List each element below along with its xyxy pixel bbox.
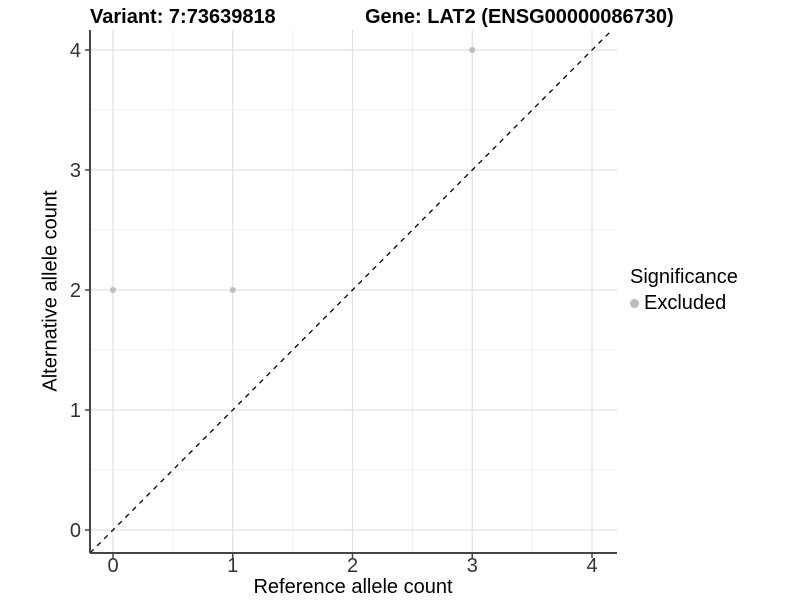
- x-tick-label: 1: [227, 555, 238, 577]
- x-tick-label: 2: [347, 555, 358, 577]
- y-tick-label: 3: [70, 160, 81, 182]
- y-tick-label: 2: [70, 280, 81, 302]
- legend-entry-excluded: Excluded: [630, 292, 738, 315]
- data-point: [229, 287, 236, 293]
- x-tick-label: 0: [107, 555, 118, 577]
- x-axis-title: Reference allele count: [253, 576, 453, 598]
- data-point: [469, 47, 476, 53]
- legend-entry-label: Excluded: [644, 292, 727, 314]
- variant-title: Variant: 7:73639818: [90, 6, 276, 28]
- y-tick-label: 1: [70, 400, 81, 422]
- y-tick-label: 4: [70, 40, 81, 62]
- legend: Significance Excluded: [630, 266, 738, 315]
- gene-title: Gene: LAT2 (ENSG00000086730): [365, 6, 674, 28]
- identity-line: [89, 29, 613, 554]
- y-axis-title: Alternative allele count: [39, 190, 62, 392]
- legend-title: Significance: [630, 266, 738, 288]
- x-tick-label: 3: [467, 555, 478, 577]
- x-tick-label: 4: [586, 555, 597, 577]
- legend-point-icon: [630, 299, 639, 308]
- y-tick-label: 0: [70, 520, 81, 542]
- data-point: [110, 287, 116, 293]
